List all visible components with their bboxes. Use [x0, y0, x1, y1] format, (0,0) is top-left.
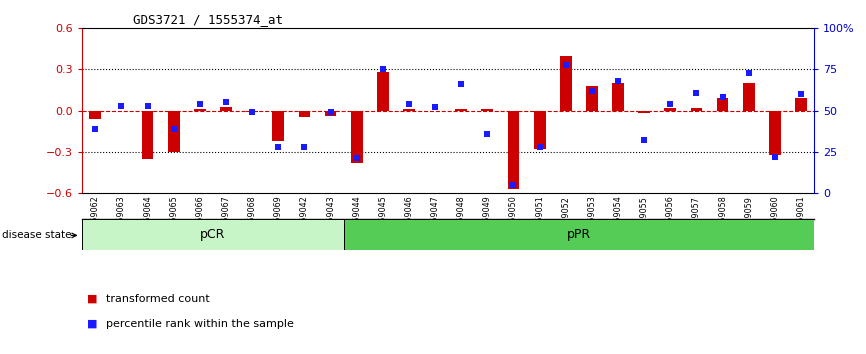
- Bar: [403, 109, 415, 111]
- Text: transformed count: transformed count: [106, 294, 210, 304]
- Bar: [273, 111, 284, 141]
- Bar: [664, 108, 676, 111]
- Bar: [717, 98, 728, 111]
- Text: GDS3721 / 1555374_at: GDS3721 / 1555374_at: [133, 13, 283, 26]
- Bar: [344, 219, 814, 250]
- Bar: [377, 72, 389, 111]
- Bar: [246, 111, 258, 112]
- Bar: [769, 111, 781, 154]
- Bar: [638, 111, 650, 113]
- Bar: [89, 111, 101, 119]
- Bar: [481, 109, 494, 111]
- Bar: [299, 111, 310, 118]
- Bar: [456, 109, 467, 111]
- Text: percentile rank within the sample: percentile rank within the sample: [106, 319, 294, 329]
- Bar: [743, 83, 754, 111]
- Bar: [795, 98, 807, 111]
- Bar: [533, 111, 546, 149]
- Bar: [325, 111, 336, 116]
- Bar: [586, 86, 598, 111]
- Bar: [560, 56, 572, 111]
- Text: ■: ■: [87, 319, 97, 329]
- Bar: [142, 111, 153, 159]
- Bar: [690, 108, 702, 111]
- Text: disease state: disease state: [2, 230, 71, 240]
- Bar: [351, 111, 363, 163]
- Bar: [194, 109, 206, 111]
- Bar: [82, 219, 344, 250]
- Text: ■: ■: [87, 294, 97, 304]
- Bar: [168, 111, 179, 152]
- Text: pPR: pPR: [566, 228, 591, 241]
- Bar: [612, 83, 624, 111]
- Text: pCR: pCR: [200, 228, 226, 241]
- Bar: [220, 107, 232, 111]
- Bar: [507, 111, 520, 189]
